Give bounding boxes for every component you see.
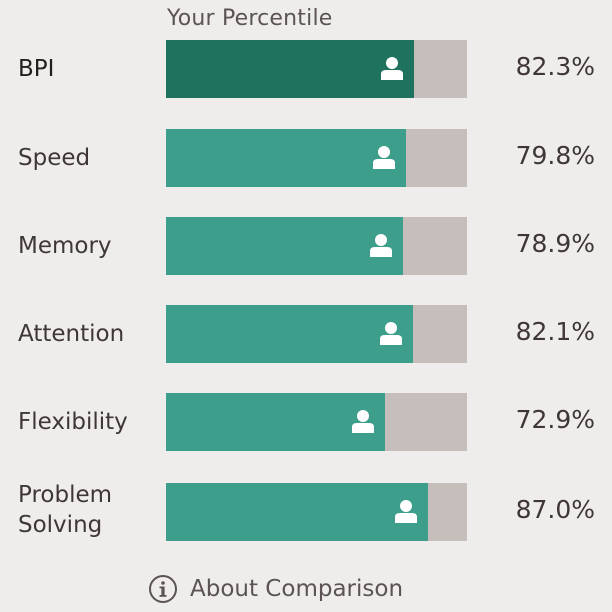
score-label-line2: Solving [18, 512, 103, 538]
percentile-bar-fill [166, 305, 413, 363]
person-icon [370, 234, 392, 257]
percentile-bar-track [166, 305, 467, 363]
info-icon [149, 575, 177, 603]
percentile-bar-fill [166, 129, 406, 187]
score-value: 79.8% [515, 141, 595, 170]
percentile-bar-track [166, 393, 467, 451]
score-label-line1: Problem [18, 482, 113, 508]
percentile-bar-fill [166, 40, 414, 98]
score-row-problem-solving: Problem Solving 87.0% [0, 480, 612, 541]
score-row-speed: Speed 79.8% [0, 129, 612, 187]
percentile-bar-fill [166, 393, 385, 451]
score-label: Memory [18, 233, 112, 259]
person-icon [381, 57, 403, 80]
percentile-bar-fill [166, 217, 403, 275]
score-value: 72.9% [515, 405, 595, 434]
percentile-bar-track [166, 40, 467, 98]
score-label: BPI [18, 56, 55, 82]
score-label: Problem Solving [18, 480, 112, 540]
percentile-bar-track [166, 129, 467, 187]
score-label: Attention [18, 321, 125, 347]
percentile-bar-fill [166, 483, 428, 541]
person-icon [395, 500, 417, 523]
score-value: 87.0% [515, 495, 595, 524]
percentile-bar-track [166, 483, 467, 541]
score-value: 82.3% [515, 52, 595, 81]
score-label: Speed [18, 145, 91, 171]
score-row-bpi: BPI 82.3% [0, 40, 612, 98]
score-row-attention: Attention 82.1% [0, 305, 612, 363]
score-row-memory: Memory 78.9% [0, 217, 612, 275]
about-comparison-label: About Comparison [190, 576, 404, 602]
score-row-flexibility: Flexibility 72.9% [0, 393, 612, 451]
score-value: 78.9% [515, 229, 595, 258]
percentile-header: Your Percentile [167, 6, 333, 31]
score-value: 82.1% [515, 317, 595, 346]
score-label: Flexibility [18, 409, 128, 435]
about-comparison-link[interactable]: About Comparison [148, 574, 403, 604]
person-icon [380, 322, 402, 345]
person-icon [352, 410, 374, 433]
person-icon [373, 146, 395, 169]
percentile-bar-track [166, 217, 467, 275]
